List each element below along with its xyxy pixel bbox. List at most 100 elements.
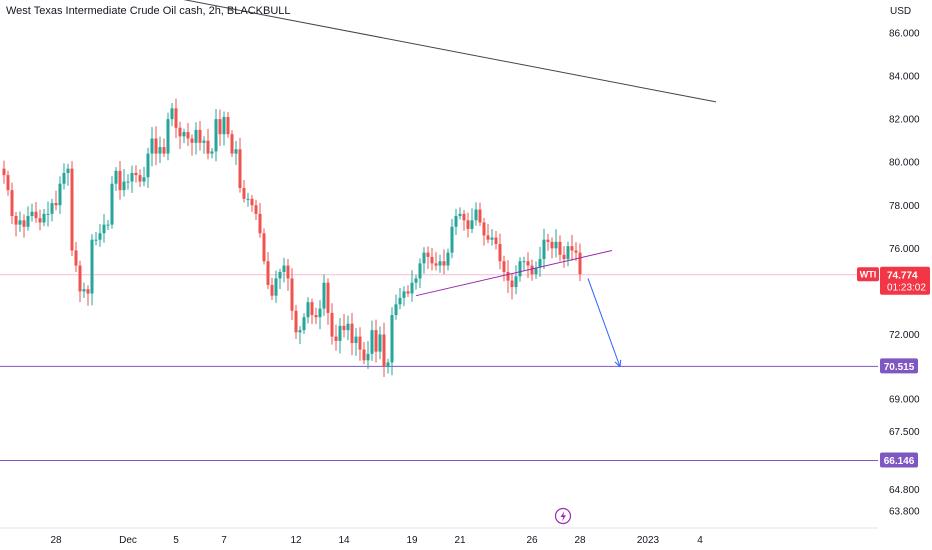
y-tick-label-3: 80.000: [889, 158, 920, 169]
candle-5: [22, 214, 26, 238]
candle-143: [574, 242, 578, 261]
svg-text:WTI: WTI: [860, 270, 877, 280]
y-tick-label-1: 84.000: [889, 72, 920, 83]
candle-135: [542, 228, 546, 270]
candle-144: [578, 243, 582, 282]
y-tick-label-2: 82.000: [889, 115, 920, 126]
candle-58: [234, 140, 238, 165]
candle-56: [226, 112, 230, 138]
candle-82: [330, 303, 334, 345]
candle-104: [418, 258, 422, 289]
candle-30: [122, 169, 126, 197]
candle-45: [182, 128, 186, 144]
candle-128: [514, 265, 518, 295]
x-tick-label-4: 12: [290, 535, 302, 546]
candle-54: [218, 109, 222, 146]
candle-140: [562, 246, 566, 268]
candle-11: [46, 201, 50, 227]
candle-74: [298, 326, 302, 345]
candle-88: [354, 328, 358, 356]
candle-44: [178, 121, 182, 149]
price-axis-unit: USD: [890, 6, 911, 17]
candle-105: [422, 247, 426, 274]
candle-23: [94, 231, 98, 246]
candle-101: [406, 285, 410, 297]
y-tick-label-8: 67.500: [889, 427, 920, 438]
candle-92: [370, 320, 374, 361]
candle-75: [302, 313, 306, 335]
level-badge-1: 66.146: [880, 452, 918, 468]
candle-62: [250, 194, 254, 212]
x-tick-label-11: 4: [697, 535, 703, 546]
candle-57: [230, 130, 234, 158]
candle-65: [262, 228, 266, 265]
candle-34: [138, 169, 142, 188]
candle-52: [210, 147, 214, 159]
candle-120: [482, 218, 486, 246]
svg-text:74.774: 74.774: [887, 271, 918, 282]
support-trendline[interactable]: [415, 249, 613, 297]
candle-29: [118, 160, 122, 200]
y-tick-label-7: 69.000: [889, 395, 920, 406]
candle-6: [26, 206, 30, 231]
candle-141: [566, 241, 570, 267]
svg-text:01:23:02: 01:23:02: [887, 283, 926, 294]
drawings[interactable]: [44, 0, 717, 368]
flash-icon[interactable]: [554, 507, 572, 525]
candle-77: [310, 298, 314, 325]
candle-142: [570, 234, 574, 261]
candle-85: [342, 314, 346, 338]
candle-16: [66, 163, 70, 186]
y-tick-label-9: 64.800: [889, 485, 920, 496]
svg-text:66.146: 66.146: [884, 456, 915, 467]
candle-113: [454, 208, 458, 235]
candle-9: [38, 209, 42, 231]
candle-2: [10, 182, 14, 225]
x-tick-label-10: 2023: [637, 535, 660, 546]
candle-20: [82, 282, 86, 298]
resistance-trendline[interactable]: [44, 0, 717, 103]
candle-43: [174, 98, 178, 139]
candle-12: [50, 198, 54, 222]
candle-122: [490, 229, 494, 246]
y-tick-label-0: 86.000: [889, 29, 920, 40]
symbol-badge: WTI: [857, 267, 879, 282]
candle-103: [414, 274, 418, 290]
candle-139: [558, 235, 562, 262]
y-tick-label-4: 78.000: [889, 201, 920, 212]
candle-64: [258, 202, 262, 238]
candle-126: [506, 260, 510, 294]
candle-133: [534, 261, 538, 279]
candle-96: [386, 358, 390, 374]
candle-119: [478, 202, 482, 227]
time-axis[interactable]: 28 Dec 5 7 12 14 19 21 26 28 2023 4: [50, 535, 703, 546]
candle-14: [58, 176, 62, 214]
x-tick-label-3: 7: [221, 535, 227, 546]
price-axis[interactable]: USD 86.000 84.000 82.000 80.000 78.000 76.000…: [889, 6, 920, 518]
candle-49: [198, 120, 202, 151]
candle-72: [290, 268, 294, 321]
candle-95: [382, 322, 386, 377]
candle-60: [242, 180, 246, 203]
candle-53: [214, 109, 218, 162]
target-arrow[interactable]: [587, 278, 622, 368]
candle-18: [74, 241, 78, 272]
x-tick-label-6: 19: [406, 535, 418, 546]
candle-27: [110, 176, 114, 229]
x-tick-label-5: 14: [338, 535, 350, 546]
candle-100: [402, 286, 406, 307]
candle-134: [538, 246, 542, 277]
candle-50: [202, 136, 206, 154]
candle-94: [378, 326, 382, 360]
candle-33: [134, 165, 138, 183]
candle-86: [346, 315, 350, 341]
candle-48: [194, 122, 198, 155]
candle-21: [86, 285, 90, 306]
candle-25: [102, 214, 106, 243]
candle-89: [358, 327, 362, 361]
candle-124: [498, 233, 502, 270]
candle-129: [518, 257, 522, 282]
candle-76: [306, 297, 310, 324]
